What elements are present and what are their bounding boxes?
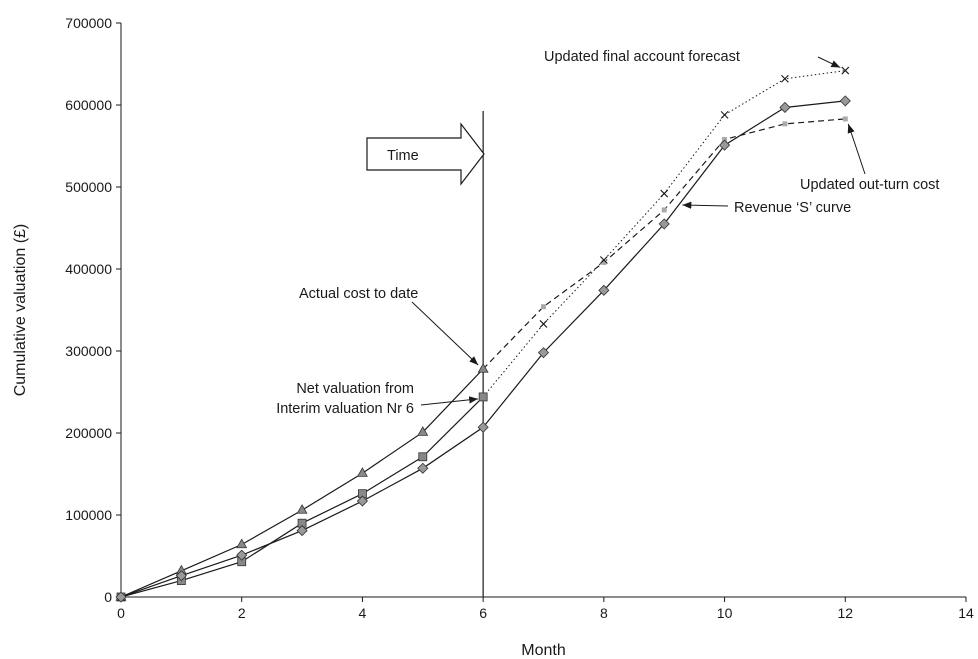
x-tick-label: 4 [359, 605, 367, 621]
y-tick-label: 200000 [65, 425, 112, 441]
cross-stroke [539, 320, 548, 328]
x-tick-label: 12 [837, 605, 853, 621]
data-point [417, 426, 429, 436]
cross-stroke [599, 256, 608, 264]
annotation-arrow [411, 301, 479, 366]
annotation-outturn: Updated out-turn cost [800, 123, 939, 193]
annotation-final_forecast: Updated final account forecast [544, 49, 841, 69]
x-tick-label: 10 [717, 605, 733, 621]
data-point [722, 136, 728, 142]
series-revenue_s_curve [115, 95, 851, 603]
data-point [779, 101, 791, 114]
annotation-actual_cost: Actual cost to date [299, 286, 479, 366]
annotation-text: Updated final account forecast [544, 49, 740, 65]
cross-stroke [660, 189, 669, 198]
y-tick-label: 0 [104, 589, 112, 605]
annotation-text: Interim valuation Nr 6 [276, 401, 414, 417]
data-point [541, 304, 546, 310]
time-arrow-shape [366, 122, 485, 186]
data-point [601, 259, 607, 265]
series-line [482, 70, 846, 398]
data-point [477, 363, 489, 373]
annotation-text: Revenue ‘S’ curve [734, 200, 851, 216]
data-point [598, 284, 610, 296]
data-point [477, 421, 489, 433]
data-point [175, 570, 187, 582]
series-net_valuation [116, 392, 488, 602]
series-updated_final_account [479, 66, 850, 401]
y-tick-label: 300000 [65, 343, 112, 359]
x-tick-label: 6 [479, 605, 487, 621]
time-label: Time [387, 148, 419, 164]
series-layer [115, 66, 851, 603]
y-tick-label: 500000 [65, 179, 112, 195]
series-updated_outturn [480, 116, 848, 372]
data-point [296, 525, 308, 537]
data-point [537, 347, 550, 359]
x-axis-title: Month [521, 642, 565, 659]
annotation-arrow [682, 201, 729, 209]
series-actual_cost [115, 363, 489, 601]
data-point [660, 189, 669, 198]
data-point [236, 538, 248, 549]
data-point [661, 207, 667, 213]
y-tick-label: 600000 [65, 97, 112, 113]
data-point [782, 121, 788, 127]
y-axis-title: Cumulative valuation (£) [12, 224, 29, 397]
data-point [115, 591, 127, 603]
data-point [781, 74, 789, 83]
y-tick-label: 400000 [65, 261, 112, 277]
annotation-text: Net valuation from [296, 381, 414, 397]
annotation-net_valuation: Net valuation from Interim valuation Nr 6 [276, 381, 479, 417]
annotation-arrow [420, 396, 479, 406]
annotation-text: Updated out-turn cost [800, 177, 939, 193]
data-point [720, 110, 729, 119]
cross-stroke [781, 74, 789, 83]
annotation-text: Actual cost to date [299, 286, 418, 302]
data-point [356, 495, 368, 507]
data-point [599, 256, 608, 264]
axes: 0 2 4 6 8 10 12 14 0 100000 200000 300000 400000 5000… [12, 15, 974, 659]
data-point [236, 549, 248, 561]
annotation-arrow [847, 123, 866, 175]
data-point [539, 320, 548, 328]
annotation-s_curve: Revenue ‘S’ curve [682, 200, 851, 216]
cross-stroke [720, 110, 729, 119]
x-tick-label: 14 [958, 605, 974, 621]
y-tick-label: 700000 [65, 15, 112, 31]
data-point [719, 139, 731, 151]
x-tick-label: 0 [117, 605, 125, 621]
data-point [417, 462, 429, 474]
data-point [842, 116, 848, 122]
data-point [296, 504, 308, 514]
data-point [356, 467, 368, 477]
cross-stroke [841, 66, 850, 75]
data-point [839, 95, 851, 107]
annotations: Updated final account forecast Updated ou… [276, 49, 939, 417]
y-tick-label: 100000 [65, 507, 112, 523]
x-tick-label: 2 [238, 605, 246, 621]
x-tick-label: 8 [600, 605, 608, 621]
data-point [478, 392, 488, 402]
data-point [658, 218, 670, 230]
data-point [841, 66, 850, 75]
annotation-arrow [817, 56, 841, 69]
time-arrow: Time [366, 111, 485, 597]
data-point [418, 452, 428, 462]
series-line [120, 396, 484, 598]
